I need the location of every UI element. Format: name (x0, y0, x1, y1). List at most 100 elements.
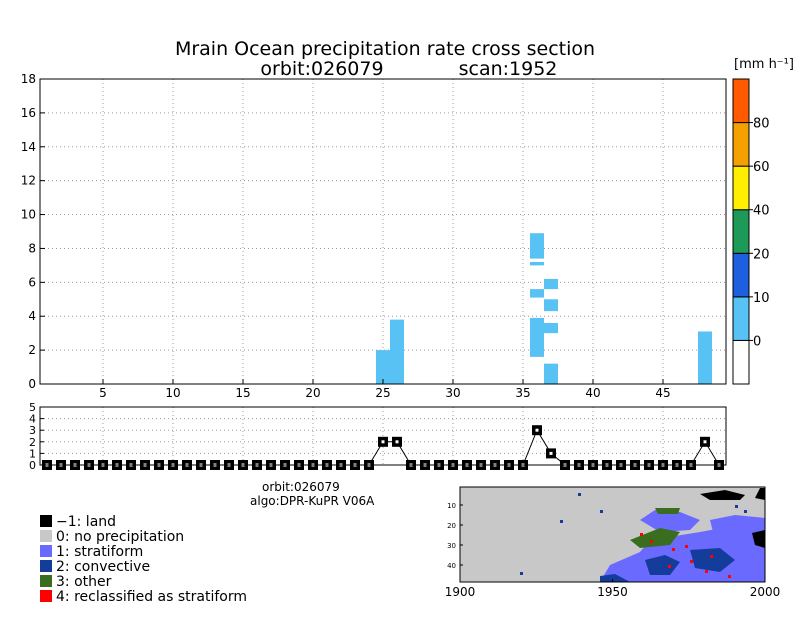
map-x-tick-label: 1950 (597, 585, 628, 599)
legend-label: −1: land (56, 514, 116, 530)
type-y-tick-label: 0 (29, 459, 36, 472)
x-tick-label: 30 (445, 386, 460, 400)
map-blue-pixel (578, 493, 581, 496)
colorbar-box (732, 339, 750, 385)
map-red-pixel (640, 533, 643, 536)
colorbar-boxes (732, 78, 750, 385)
y-tick-label: 2 (28, 343, 36, 357)
y-tick-label: 12 (21, 174, 36, 188)
y-tick-label: 10 (21, 208, 36, 222)
map-region (600, 574, 630, 582)
map-blue-pixel (744, 510, 747, 513)
x-tick-label: 15 (235, 386, 250, 400)
rain-type-marker-dot (549, 451, 553, 455)
precip-cell (698, 331, 712, 384)
y-tick-label: 8 (28, 241, 36, 255)
precip-cells (376, 233, 712, 384)
map-y-tick-label: 40 (447, 562, 456, 570)
map-x-tick-label: 2000 (750, 585, 781, 599)
legend-swatch (40, 515, 52, 527)
precip-cell (544, 278, 558, 290)
legend-swatch (40, 560, 52, 572)
type-grid (40, 407, 726, 465)
x-tick-label: 5 (99, 386, 107, 400)
map-red-pixel (705, 570, 708, 573)
colorbar-label: 10 (753, 291, 770, 306)
type-y-tick-label: 4 (29, 413, 36, 426)
colorbar-label: 0 (753, 334, 761, 349)
x-tick-label: 20 (305, 386, 320, 400)
map-x-ticks: 1900 1950 2000 (445, 579, 781, 599)
colorbar-labels: 0 10 20 40 60 80 (749, 117, 770, 349)
colorbar-label: 80 (753, 117, 770, 132)
chart-title: Mrain Ocean precipitation rate cross sec… (175, 38, 595, 60)
chart-subtitle-scan: scan:1952 (459, 58, 558, 80)
map-region (710, 515, 765, 548)
precip-cell (530, 289, 544, 298)
map-blue-pixel (520, 572, 523, 575)
map-region (755, 488, 765, 500)
y-tick-label: 14 (21, 140, 36, 154)
main-y-ticks: 0 2 4 6 8 10 12 14 16 18 (21, 72, 45, 391)
precip-cell (390, 319, 404, 384)
rain-type-marker-dot (703, 440, 707, 444)
x-tick-label: 35 (515, 386, 530, 400)
y-tick-label: 18 (21, 72, 36, 86)
map-features (520, 488, 765, 582)
x-tick-label: 40 (585, 386, 600, 400)
map-region (655, 508, 680, 514)
precip-cell (544, 363, 558, 384)
map-red-pixel (650, 540, 653, 543)
map-y-ticks: 10 20 30 40 (447, 502, 463, 570)
map-region (645, 555, 680, 575)
colorbar-label: 60 (753, 160, 770, 175)
y-tick-label: 6 (28, 275, 36, 289)
map-blue-pixel (735, 505, 738, 508)
legend-swatch (40, 545, 52, 557)
colorbar-unit: [mm h⁻¹] (734, 57, 794, 72)
x-tick-label: 45 (655, 386, 670, 400)
cross-section-plot: 5 10 15 20 25 30 35 40 45 0 2 4 6 8 10 12 14 16 18 (21, 72, 727, 400)
y-tick-label: 16 (21, 106, 36, 120)
precip-cell (376, 350, 390, 384)
main-grid (40, 79, 726, 384)
map-red-pixel (685, 545, 688, 548)
precip-cell (530, 262, 544, 266)
map-red-pixel (710, 555, 713, 558)
legend-label: 4: reclassified as stratiform (56, 589, 247, 605)
rain-type-map: 10 20 30 40 1900 1950 2000 (445, 486, 781, 599)
precip-cell (530, 317, 544, 357)
colorbar-box (732, 165, 750, 211)
map-region (700, 490, 745, 500)
legend-label: 2: convective (56, 559, 150, 575)
colorbar-box (732, 252, 750, 298)
colorbar-box (732, 122, 750, 167)
precip-cell (544, 299, 558, 312)
legend-swatch (40, 590, 52, 602)
legend-swatch (40, 575, 52, 587)
legend-label: 3: other (56, 574, 112, 590)
legend-swatch (40, 530, 52, 542)
map-red-pixel (672, 548, 675, 551)
rain-type-marker-dot (535, 428, 539, 432)
map-region (630, 528, 680, 548)
type-y-tick-label: 1 (29, 447, 36, 460)
info-orbit: orbit:026079 (262, 480, 340, 494)
type-y-tick-label: 3 (29, 424, 36, 437)
map-x-tick-label: 1900 (445, 585, 476, 599)
rain-type-marker-dot (381, 440, 385, 444)
legend-label: 0: no precipitation (56, 529, 184, 545)
x-tick-label: 10 (165, 386, 180, 400)
y-tick-label: 4 (28, 309, 36, 323)
precip-cell (544, 323, 558, 334)
colorbar-box (732, 78, 750, 124)
type-y-tick-label: 2 (29, 436, 36, 449)
map-red-pixel (728, 575, 731, 578)
type-plot-frame (39, 406, 727, 466)
map-red-pixel (690, 560, 693, 563)
colorbar-label: 20 (753, 247, 770, 262)
x-tick-label: 25 (375, 386, 390, 400)
